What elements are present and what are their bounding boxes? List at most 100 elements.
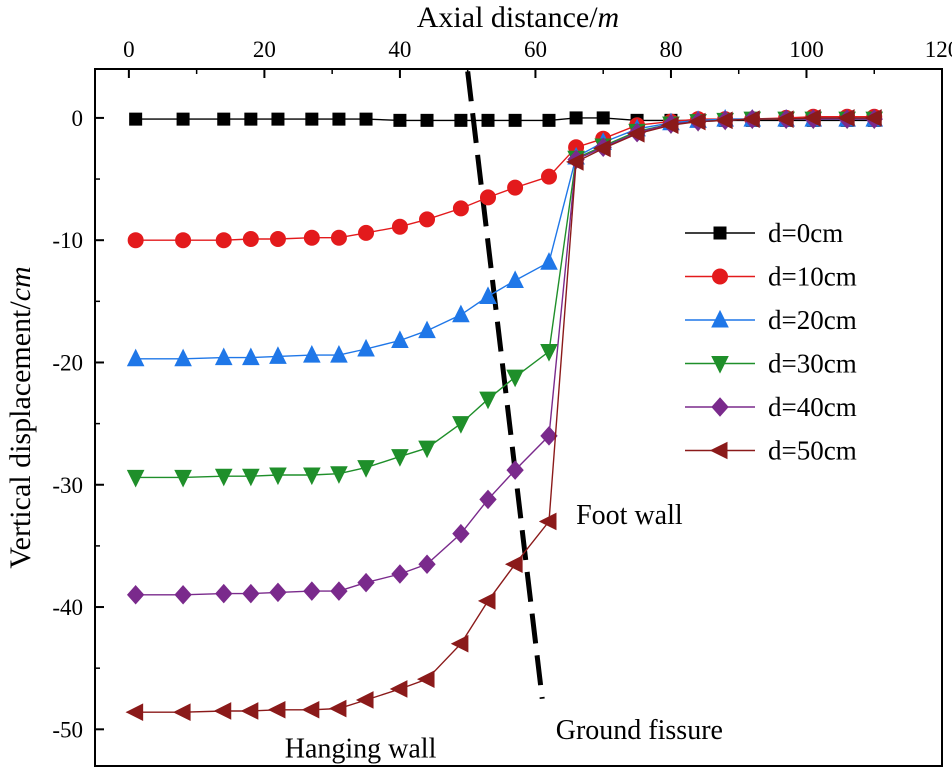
data-point: [271, 112, 285, 126]
data-point: [242, 230, 259, 247]
series-line: [135, 115, 875, 241]
data-point: [389, 680, 408, 698]
y-tick-label: -50: [52, 717, 83, 742]
data-point: [419, 211, 436, 228]
x-tick-label: 40: [388, 37, 411, 62]
data-point: [172, 703, 191, 722]
legend-item: d=0cm: [685, 218, 843, 248]
legend-marker: [712, 268, 728, 285]
data-point: [540, 426, 558, 446]
data-point: [803, 109, 821, 127]
legend-label: d=10cm: [768, 262, 857, 292]
legend-item: d=10cm: [685, 262, 857, 292]
data-point: [391, 564, 409, 584]
legend-item: d=50cm: [685, 436, 857, 466]
data-point: [452, 200, 469, 217]
legend-marker: [711, 309, 729, 328]
data-point: [358, 224, 375, 241]
data-point: [479, 286, 497, 304]
data-point: [357, 572, 375, 593]
data-point: [450, 634, 469, 653]
data-point: [542, 113, 556, 127]
data-point: [175, 232, 192, 249]
data-point: [508, 113, 522, 127]
data-point: [715, 111, 733, 130]
data-point: [593, 139, 611, 158]
x-axis-title: Axial distance/m: [417, 1, 619, 34]
data-point: [479, 391, 497, 410]
data-point: [244, 112, 258, 126]
data-point: [454, 113, 468, 127]
data-point: [240, 702, 259, 720]
legend-label: d=40cm: [768, 392, 857, 422]
data-point: [125, 703, 144, 722]
annotation-text: Ground fissure: [556, 715, 723, 746]
data-point: [452, 523, 470, 544]
data-point: [477, 592, 496, 610]
data-point: [506, 460, 524, 480]
legend: d=0cm d=10cm d=20cm d=30cm d=40cm d=50cm: [685, 218, 857, 466]
legend-label: d=30cm: [768, 349, 857, 379]
data-point: [416, 670, 435, 688]
data-point: [214, 347, 233, 366]
legend-marker: [713, 226, 727, 240]
data-point: [393, 113, 407, 127]
legend-label: d=50cm: [768, 436, 857, 466]
x-tick-label: 20: [253, 37, 276, 62]
legend-item: d=40cm: [685, 392, 857, 422]
data-point: [357, 338, 375, 357]
data-point: [355, 691, 374, 709]
axes: 0 20 40 60 80 100 120 0 -10 -20 -30 -40 -50 Axial dis…: [4, 1, 952, 767]
legend-label: d=0cm: [768, 218, 843, 248]
data-point: [330, 229, 347, 246]
data-point: [330, 466, 348, 484]
x-tick-label: 100: [789, 37, 824, 62]
y-tick-label: -40: [52, 595, 83, 620]
data-point: [174, 585, 192, 605]
data-point: [174, 348, 192, 367]
legend-item: d=20cm: [685, 305, 857, 335]
data-point: [569, 111, 583, 125]
series-d=50cm: [125, 109, 882, 722]
plot-frame: [94, 68, 943, 767]
data-point: [242, 468, 260, 487]
y-tick-label: -20: [52, 350, 83, 375]
data-point: [330, 345, 348, 363]
data-point: [269, 582, 287, 603]
data-point: [480, 189, 497, 206]
data-point: [452, 416, 470, 434]
data-point: [540, 168, 557, 185]
data-point: [176, 112, 190, 126]
data-point: [242, 583, 260, 604]
data-point: [303, 581, 321, 601]
data-point: [126, 469, 145, 488]
data-point: [303, 467, 321, 486]
data-point: [217, 112, 231, 126]
data-point: [301, 700, 320, 719]
y-tick-label: 0: [72, 106, 84, 131]
data-point: [303, 229, 320, 246]
series-line: [135, 118, 875, 479]
annotations: Foot wall Ground fissure Hanging wall: [285, 500, 723, 765]
x-tick-label: 0: [123, 37, 135, 62]
data-point: [269, 230, 286, 247]
data-point: [626, 124, 645, 143]
data-point: [864, 109, 882, 127]
series-group: [125, 108, 884, 722]
x-tick-label: 60: [524, 37, 547, 62]
data-point: [479, 489, 497, 510]
data-point: [391, 330, 409, 348]
data-point: [129, 112, 143, 126]
data-point: [126, 585, 145, 605]
data-point: [332, 112, 346, 126]
data-point: [391, 449, 409, 467]
data-point: [330, 581, 348, 601]
x-tick-label: 80: [659, 37, 682, 62]
data-point: [303, 345, 321, 363]
data-point: [174, 469, 192, 488]
data-point: [687, 112, 706, 131]
data-point: [328, 699, 347, 718]
data-point: [660, 116, 679, 135]
data-point: [538, 512, 557, 531]
